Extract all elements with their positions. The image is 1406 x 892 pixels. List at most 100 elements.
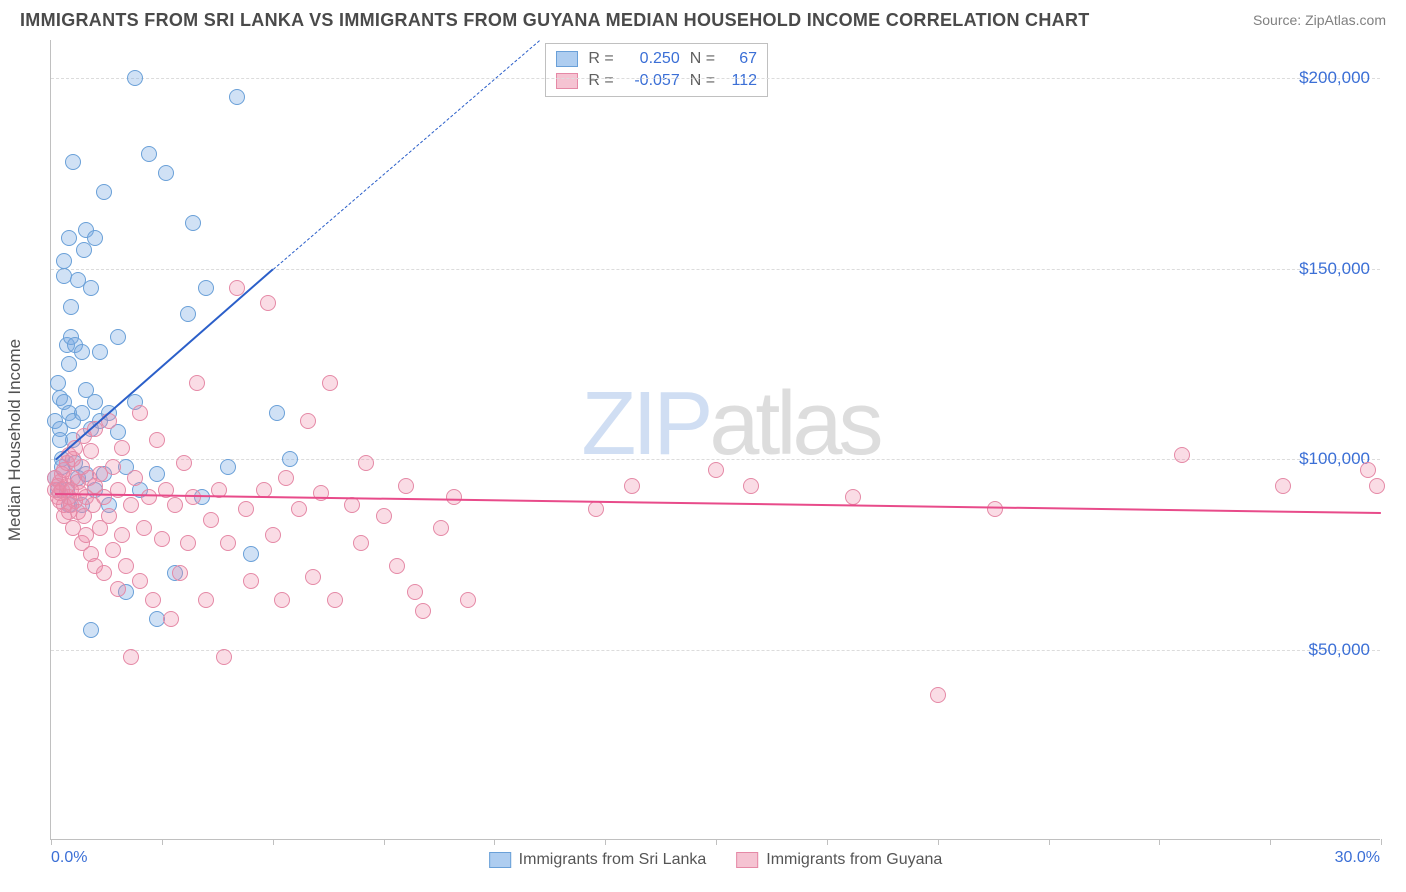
y-axis-title: Median Household Income bbox=[5, 338, 25, 540]
stats-legend-box: R = 0.250 N = 67R = -0.057 N = 112 bbox=[545, 43, 768, 97]
scatter-point-guyana bbox=[389, 558, 405, 574]
scatter-point-guyana bbox=[243, 573, 259, 589]
scatter-point-guyana bbox=[845, 489, 861, 505]
scatter-point-guyana bbox=[407, 584, 423, 600]
scatter-point-sri_lanka bbox=[74, 344, 90, 360]
scatter-point-guyana bbox=[415, 603, 431, 619]
scatter-point-sri_lanka bbox=[158, 165, 174, 181]
legend-item-sri_lanka: Immigrants from Sri Lanka bbox=[489, 851, 707, 869]
x-tick bbox=[1049, 839, 1050, 845]
plot-container: ZIPatlas Median Household Income 0.0% 30… bbox=[50, 40, 1380, 840]
scatter-point-sri_lanka bbox=[56, 253, 72, 269]
stats-row-sri_lanka: R = 0.250 N = 67 bbox=[556, 48, 757, 70]
scatter-point-guyana bbox=[123, 649, 139, 665]
scatter-point-guyana bbox=[189, 375, 205, 391]
stat-n-value: 67 bbox=[725, 50, 757, 68]
scatter-point-sri_lanka bbox=[61, 356, 77, 372]
scatter-point-guyana bbox=[132, 573, 148, 589]
scatter-point-guyana bbox=[398, 478, 414, 494]
scatter-point-guyana bbox=[220, 535, 236, 551]
stat-n-label: N = bbox=[690, 50, 715, 68]
x-tick bbox=[1159, 839, 1160, 845]
scatter-point-guyana bbox=[588, 501, 604, 517]
scatter-point-guyana bbox=[274, 592, 290, 608]
scatter-point-sri_lanka bbox=[83, 622, 99, 638]
scatter-point-guyana bbox=[203, 512, 219, 528]
swatch-icon bbox=[489, 852, 511, 868]
scatter-point-sri_lanka bbox=[96, 184, 112, 200]
scatter-point-sri_lanka bbox=[198, 280, 214, 296]
stat-r-value: -0.057 bbox=[624, 72, 680, 90]
stat-n-value: 112 bbox=[725, 72, 757, 90]
scatter-point-sri_lanka bbox=[110, 329, 126, 345]
scatter-point-guyana bbox=[114, 527, 130, 543]
scatter-point-guyana bbox=[322, 375, 338, 391]
scatter-point-guyana bbox=[1174, 447, 1190, 463]
scatter-point-guyana bbox=[83, 443, 99, 459]
scatter-point-guyana bbox=[141, 489, 157, 505]
scatter-point-guyana bbox=[358, 455, 374, 471]
legend-item-guyana: Immigrants from Guyana bbox=[736, 851, 942, 869]
scatter-point-guyana bbox=[118, 558, 134, 574]
scatter-point-guyana bbox=[446, 489, 462, 505]
scatter-point-sri_lanka bbox=[180, 306, 196, 322]
scatter-point-guyana bbox=[1369, 478, 1385, 494]
scatter-point-guyana bbox=[433, 520, 449, 536]
bottom-legend: Immigrants from Sri Lanka Immigrants from… bbox=[489, 851, 943, 869]
scatter-point-guyana bbox=[327, 592, 343, 608]
scatter-point-sri_lanka bbox=[65, 154, 81, 170]
scatter-point-guyana bbox=[110, 581, 126, 597]
scatter-point-sri_lanka bbox=[63, 299, 79, 315]
scatter-point-guyana bbox=[123, 497, 139, 513]
scatter-point-sri_lanka bbox=[50, 375, 66, 391]
scatter-point-sri_lanka bbox=[87, 230, 103, 246]
chart-source: Source: ZipAtlas.com bbox=[1253, 12, 1386, 28]
scatter-point-sri_lanka bbox=[83, 280, 99, 296]
scatter-point-guyana bbox=[260, 295, 276, 311]
scatter-point-guyana bbox=[176, 455, 192, 471]
watermark: ZIPatlas bbox=[581, 373, 879, 476]
x-tick bbox=[51, 839, 52, 845]
swatch-icon bbox=[556, 73, 578, 89]
x-axis-min-label: 0.0% bbox=[51, 849, 87, 867]
x-tick bbox=[605, 839, 606, 845]
stat-r-label: R = bbox=[588, 50, 613, 68]
scatter-point-guyana bbox=[198, 592, 214, 608]
swatch-icon bbox=[556, 51, 578, 67]
swatch-icon bbox=[736, 852, 758, 868]
scatter-point-guyana bbox=[376, 508, 392, 524]
scatter-point-guyana bbox=[105, 459, 121, 475]
scatter-point-guyana bbox=[180, 535, 196, 551]
scatter-point-sri_lanka bbox=[61, 230, 77, 246]
x-tick bbox=[273, 839, 274, 845]
scatter-point-guyana bbox=[624, 478, 640, 494]
legend-label: Immigrants from Guyana bbox=[766, 851, 942, 869]
scatter-point-sri_lanka bbox=[74, 405, 90, 421]
scatter-point-guyana bbox=[353, 535, 369, 551]
scatter-point-guyana bbox=[708, 462, 724, 478]
scatter-point-guyana bbox=[101, 508, 117, 524]
scatter-point-guyana bbox=[149, 432, 165, 448]
scatter-point-sri_lanka bbox=[229, 89, 245, 105]
scatter-point-guyana bbox=[136, 520, 152, 536]
scatter-point-guyana bbox=[930, 687, 946, 703]
x-tick bbox=[827, 839, 828, 845]
scatter-point-guyana bbox=[291, 501, 307, 517]
scatter-point-guyana bbox=[216, 649, 232, 665]
scatter-point-guyana bbox=[305, 569, 321, 585]
scatter-point-guyana bbox=[132, 405, 148, 421]
scatter-point-guyana bbox=[238, 501, 254, 517]
scatter-point-guyana bbox=[1275, 478, 1291, 494]
scatter-point-guyana bbox=[172, 565, 188, 581]
gridline-h bbox=[51, 650, 1380, 651]
scatter-point-sri_lanka bbox=[185, 215, 201, 231]
scatter-point-sri_lanka bbox=[282, 451, 298, 467]
scatter-point-sri_lanka bbox=[149, 466, 165, 482]
x-axis-max-label: 30.0% bbox=[1335, 849, 1380, 867]
scatter-point-guyana bbox=[265, 527, 281, 543]
stat-r-value: 0.250 bbox=[624, 50, 680, 68]
x-tick bbox=[162, 839, 163, 845]
scatter-point-guyana bbox=[167, 497, 183, 513]
stat-n-label: N = bbox=[690, 72, 715, 90]
scatter-point-guyana bbox=[114, 440, 130, 456]
